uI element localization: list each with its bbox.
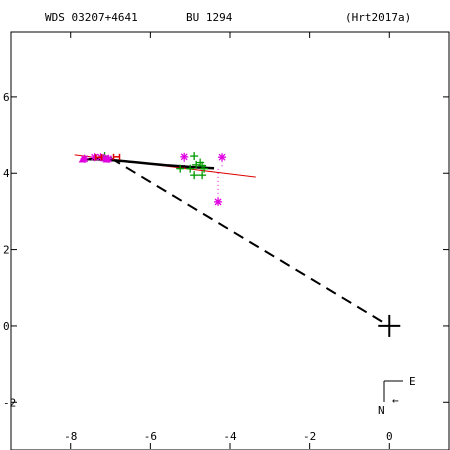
chart-marks bbox=[74, 152, 401, 337]
red-point bbox=[112, 153, 121, 160]
axes: -8 -6 -4 -2 0 6 4 2 0 -2 bbox=[3, 31, 450, 450]
compass-north-label: N bbox=[378, 404, 385, 417]
compass-east-label: E bbox=[409, 375, 416, 388]
y-tick-label: 2 bbox=[3, 244, 10, 257]
magenta-point bbox=[218, 153, 227, 162]
header-name: BU 1294 bbox=[186, 11, 233, 24]
magenta-point bbox=[214, 197, 223, 206]
magenta-triangle bbox=[102, 155, 111, 163]
x-tick-label: -4 bbox=[223, 430, 237, 443]
compass-arrow: ← bbox=[392, 394, 399, 407]
y-tick-label: 4 bbox=[3, 167, 10, 180]
magenta-point bbox=[180, 152, 189, 161]
red-point bbox=[94, 154, 103, 161]
green-point bbox=[198, 171, 207, 180]
header-ref: (Hrt2017a) bbox=[345, 11, 411, 24]
x-tick-label: -8 bbox=[64, 430, 77, 443]
magenta-point-d2 bbox=[218, 153, 226, 161]
x-tick-label: -2 bbox=[303, 430, 316, 443]
dashed-line-to-primary bbox=[110, 157, 390, 327]
green-point bbox=[200, 164, 209, 173]
y-tick-label: 0 bbox=[3, 320, 10, 333]
magenta-point-d2 bbox=[91, 153, 99, 161]
green-point bbox=[190, 171, 199, 180]
compass-indicator: E N ← bbox=[378, 375, 416, 417]
green-point bbox=[190, 152, 199, 161]
magenta-point-d2 bbox=[214, 198, 222, 206]
y-tick-label: -2 bbox=[3, 396, 16, 409]
green-point bbox=[186, 164, 195, 173]
magenta-triangle bbox=[78, 155, 87, 163]
header-wds: WDS 03207+4641 bbox=[45, 11, 138, 24]
x-tick-label: 0 bbox=[386, 430, 393, 443]
magenta-point-d2 bbox=[180, 153, 188, 161]
y-tick-label: 6 bbox=[3, 91, 10, 104]
x-tick-label: -6 bbox=[144, 430, 157, 443]
green-point bbox=[176, 164, 185, 173]
magenta-point bbox=[90, 153, 99, 162]
